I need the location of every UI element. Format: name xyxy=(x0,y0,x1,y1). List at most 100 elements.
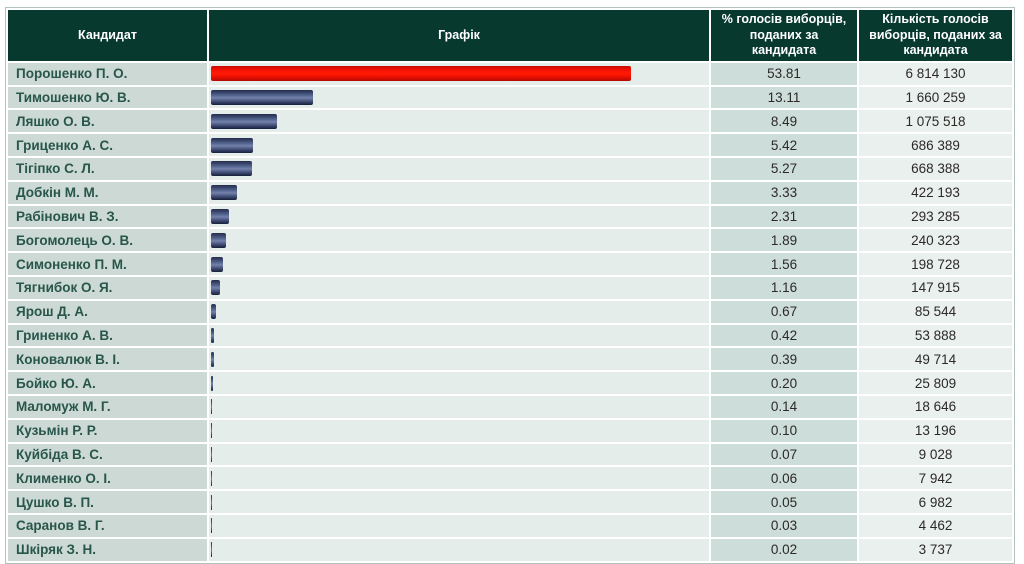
candidate-name: Рабінович В. З. xyxy=(8,205,207,228)
candidate-name: Куйбіда В. С. xyxy=(8,443,207,466)
candidate-name: Шкіряк З. Н. xyxy=(8,538,207,561)
percent-value: 0.02 xyxy=(711,538,857,561)
votes-value: 18 646 xyxy=(859,396,1012,418)
votes-value: 7 942 xyxy=(859,467,1012,490)
chart-cell xyxy=(209,181,709,204)
chart-cell xyxy=(209,62,709,85)
chart-cell xyxy=(209,538,709,561)
chart-cell xyxy=(209,372,709,395)
votes-value: 4 462 xyxy=(859,515,1012,537)
candidate-name: Гриценко А. С. xyxy=(8,134,207,157)
votes-value: 9 028 xyxy=(859,443,1012,466)
chart-cell xyxy=(209,205,709,228)
percent-value: 8.49 xyxy=(711,110,857,133)
votes-value: 147 915 xyxy=(859,277,1012,299)
vote-bar xyxy=(211,280,221,296)
candidate-name: Тягнибок О. Я. xyxy=(8,277,207,299)
percent-value: 1.56 xyxy=(711,253,857,276)
header-votes: Кількість голосів виборців, поданих за к… xyxy=(859,10,1012,61)
table-row: Цушко В. П. 0.05 6 982 xyxy=(8,491,1012,514)
candidate-name: Бойко Ю. А. xyxy=(8,372,207,395)
table-row: Шкіряк З. Н. 0.02 3 737 xyxy=(8,538,1012,561)
table-row: Тігіпко С. Л. 5.27 668 388 xyxy=(8,158,1012,180)
votes-value: 198 728 xyxy=(859,253,1012,276)
vote-bar xyxy=(211,90,314,106)
chart-cell xyxy=(209,324,709,347)
percent-value: 1.16 xyxy=(711,277,857,299)
percent-value: 0.42 xyxy=(711,324,857,347)
table-row: Ляшко О. В. 8.49 1 075 518 xyxy=(8,110,1012,133)
vote-bar xyxy=(211,328,215,344)
candidate-name: Цушко В. П. xyxy=(8,491,207,514)
chart-cell xyxy=(209,253,709,276)
chart-cell xyxy=(209,110,709,133)
table-row: Маломуж М. Г. 0.14 18 646 xyxy=(8,396,1012,418)
vote-bar xyxy=(211,423,212,439)
chart-cell xyxy=(209,134,709,157)
vote-bar xyxy=(211,209,230,225)
candidate-name: Порошенко П. О. xyxy=(8,62,207,85)
percent-value: 2.31 xyxy=(711,205,857,228)
table-row: Рабінович В. З. 2.31 293 285 xyxy=(8,205,1012,228)
candidate-name: Добкін М. М. xyxy=(8,181,207,204)
header-row: Кандидат Графік % голосів виборців, пода… xyxy=(8,10,1012,61)
vote-bar xyxy=(211,66,631,82)
vote-bar xyxy=(211,351,215,367)
table-row: Богомолець О. В. 1.89 240 323 xyxy=(8,229,1012,252)
vote-bar xyxy=(211,494,212,510)
percent-value: 0.39 xyxy=(711,348,857,371)
table-row: Тягнибок О. Я. 1.16 147 915 xyxy=(8,277,1012,299)
table-row: Бойко Ю. А. 0.20 25 809 xyxy=(8,372,1012,395)
candidate-name: Кузьмін Р. Р. xyxy=(8,419,207,442)
vote-bar xyxy=(211,399,213,415)
table-row: Саранов В. Г. 0.03 4 462 xyxy=(8,515,1012,537)
votes-value: 6 982 xyxy=(859,491,1012,514)
chart-cell xyxy=(209,229,709,252)
votes-value: 1 075 518 xyxy=(859,110,1012,133)
chart-cell xyxy=(209,443,709,466)
vote-bar xyxy=(211,137,254,153)
candidate-name: Клименко О. І. xyxy=(8,467,207,490)
votes-value: 6 814 130 xyxy=(859,62,1012,85)
candidate-name: Саранов В. Г. xyxy=(8,515,207,537)
votes-value: 422 193 xyxy=(859,181,1012,204)
votes-value: 13 196 xyxy=(859,419,1012,442)
table-row: Кузьмін Р. Р. 0.10 13 196 xyxy=(8,419,1012,442)
header-chart: Графік xyxy=(209,10,709,61)
votes-value: 85 544 xyxy=(859,300,1012,323)
candidate-name: Тігіпко С. Л. xyxy=(8,158,207,180)
table-row: Клименко О. І. 0.06 7 942 xyxy=(8,467,1012,490)
chart-cell xyxy=(209,300,709,323)
candidate-name: Ярош Д. А. xyxy=(8,300,207,323)
chart-cell xyxy=(209,158,709,180)
votes-value: 3 737 xyxy=(859,538,1012,561)
percent-value: 3.33 xyxy=(711,181,857,204)
percent-value: 0.14 xyxy=(711,396,857,418)
chart-cell xyxy=(209,491,709,514)
candidate-name: Симоненко П. М. xyxy=(8,253,207,276)
candidate-name: Гриненко А. В. xyxy=(8,324,207,347)
percent-value: 0.06 xyxy=(711,467,857,490)
chart-cell xyxy=(209,467,709,490)
table-row: Ярош Д. А. 0.67 85 544 xyxy=(8,300,1012,323)
vote-bar xyxy=(211,447,212,463)
votes-value: 293 285 xyxy=(859,205,1012,228)
votes-value: 49 714 xyxy=(859,348,1012,371)
chart-cell xyxy=(209,348,709,371)
vote-bar xyxy=(211,304,217,320)
votes-value: 668 388 xyxy=(859,158,1012,180)
votes-value: 240 323 xyxy=(859,229,1012,252)
percent-value: 0.67 xyxy=(711,300,857,323)
percent-value: 0.03 xyxy=(711,515,857,537)
votes-value: 1 660 259 xyxy=(859,86,1012,109)
candidate-name: Маломуж М. Г. xyxy=(8,396,207,418)
table-row: Куйбіда В. С. 0.07 9 028 xyxy=(8,443,1012,466)
header-candidate: Кандидат xyxy=(8,10,207,61)
table-row: Гриценко А. С. 5.42 686 389 xyxy=(8,134,1012,157)
percent-value: 13.11 xyxy=(711,86,857,109)
candidate-name: Ляшко О. В. xyxy=(8,110,207,133)
chart-cell xyxy=(209,515,709,537)
percent-value: 0.20 xyxy=(711,372,857,395)
percent-value: 0.10 xyxy=(711,419,857,442)
votes-value: 53 888 xyxy=(859,324,1012,347)
